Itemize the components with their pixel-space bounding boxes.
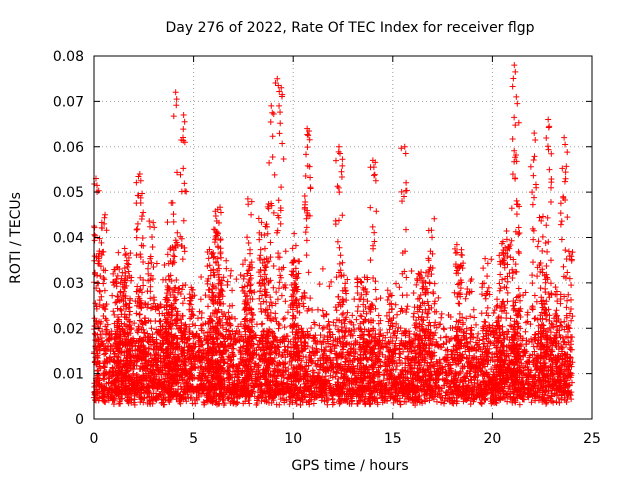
data-point: [182, 281, 189, 288]
data-point: [351, 350, 358, 357]
data-points-layer: [91, 62, 576, 409]
data-point: [322, 373, 329, 380]
data-point: [482, 255, 489, 262]
data-point: [276, 322, 283, 329]
data-point: [559, 335, 566, 342]
data-point: [471, 314, 478, 321]
data-point: [102, 350, 109, 357]
data-point: [410, 313, 417, 320]
data-point: [199, 341, 206, 348]
data-point: [349, 312, 356, 319]
data-point: [485, 284, 492, 291]
data-point: [276, 401, 283, 408]
data-point: [251, 393, 258, 400]
data-point: [463, 291, 470, 298]
data-point: [232, 315, 239, 322]
data-point: [198, 327, 205, 334]
data-point: [297, 402, 304, 409]
data-point: [108, 328, 115, 335]
data-point: [309, 307, 316, 314]
data-point: [411, 310, 418, 317]
data-point: [102, 323, 109, 330]
data-point: [528, 399, 535, 406]
data-point: [436, 356, 443, 363]
data-point: [251, 289, 258, 296]
data-point: [330, 337, 337, 344]
data-point: [456, 310, 463, 317]
data-point: [298, 396, 305, 403]
data-point: [330, 319, 337, 326]
data-point: [440, 325, 447, 332]
data-point: [319, 307, 326, 314]
data-point: [425, 302, 432, 309]
data-point: [425, 310, 432, 317]
data-point: [437, 334, 444, 341]
data-point: [310, 400, 317, 407]
data-point: [273, 350, 280, 357]
data-point: [246, 400, 253, 407]
data-point: [419, 400, 426, 407]
data-point: [401, 364, 408, 371]
data-point: [95, 371, 102, 378]
data-point: [396, 284, 403, 291]
data-point: [320, 324, 327, 331]
data-point: [131, 320, 138, 327]
data-point: [521, 346, 528, 353]
data-point: [522, 289, 529, 296]
data-point: [284, 309, 291, 316]
data-point: [500, 335, 507, 342]
data-point: [330, 399, 337, 406]
data-point: [462, 295, 469, 302]
data-point: [408, 267, 415, 274]
data-point: [334, 326, 341, 333]
data-point: [416, 392, 423, 399]
data-point: [441, 326, 448, 333]
data-point: [479, 336, 486, 343]
data-point: [114, 293, 121, 300]
data-point: [438, 310, 445, 317]
data-point: [314, 306, 321, 313]
data-point: [153, 260, 160, 267]
data-point: [516, 401, 523, 408]
data-point: [303, 359, 310, 366]
data-point: [561, 318, 568, 325]
data-point: [531, 315, 538, 322]
data-point: [463, 355, 470, 362]
data-point: [242, 398, 249, 405]
data-point: [328, 278, 335, 285]
data-point: [200, 346, 207, 353]
data-point: [410, 290, 417, 297]
data-point: [537, 285, 544, 292]
data-point: [473, 321, 480, 328]
data-point: [346, 318, 353, 325]
data-point: [357, 320, 364, 327]
data-point: [387, 367, 394, 374]
data-point: [447, 324, 454, 331]
data-point: [463, 315, 470, 322]
data-point: [429, 341, 436, 348]
data-point: [534, 343, 541, 350]
data-point: [424, 273, 431, 280]
data-point: [428, 356, 435, 363]
data-point: [109, 364, 116, 371]
data-point: [233, 327, 240, 334]
data-point: [153, 330, 160, 337]
data-point: [306, 349, 313, 356]
data-point: [553, 399, 560, 406]
data-point: [282, 298, 289, 305]
